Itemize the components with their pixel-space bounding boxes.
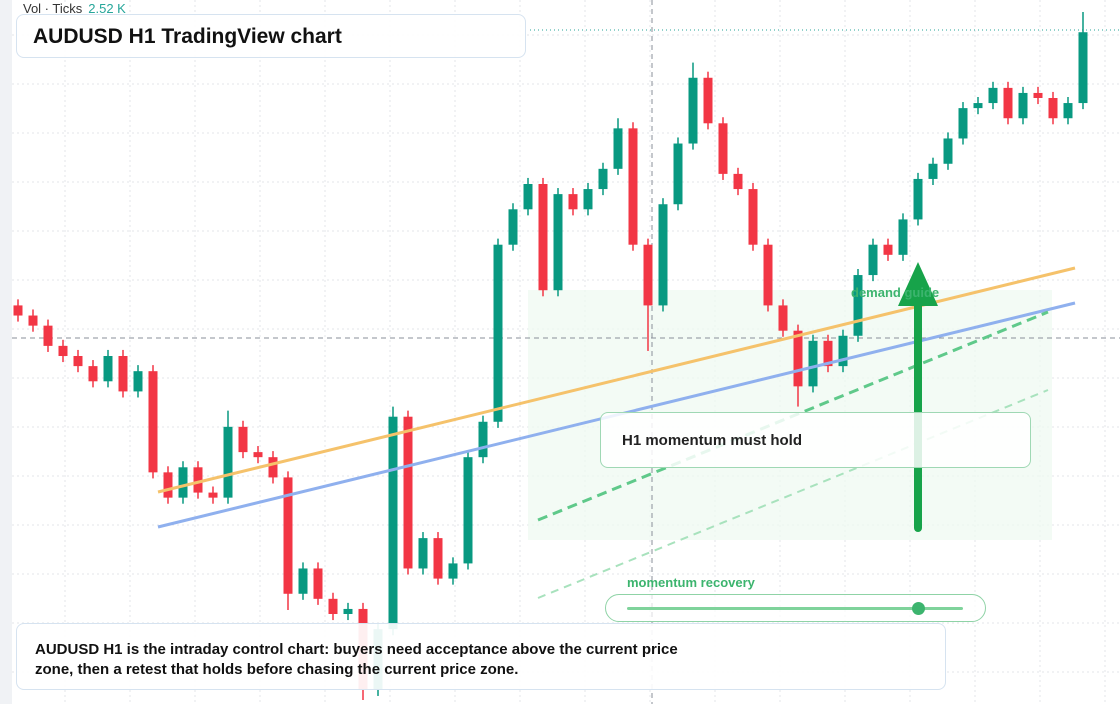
candle-body (448, 563, 458, 579)
candle-body (853, 275, 863, 336)
candle-body (388, 416, 398, 630)
candle-body (58, 345, 68, 356)
candle-body (223, 426, 233, 498)
candle-body (1018, 92, 1028, 119)
candle-body (463, 457, 473, 564)
legend-label: Vol · Ticks (23, 1, 83, 16)
legend: Vol · Ticks 2.52 K (23, 1, 126, 16)
candle-body (1048, 98, 1058, 119)
candle-body (73, 356, 83, 367)
candle-body (688, 77, 698, 144)
legend-value: 2.52 K (88, 1, 126, 16)
candle-body (268, 457, 278, 478)
caption: AUDUSD H1 is the intraday control chart:… (35, 641, 678, 678)
candle-body (118, 356, 128, 392)
slider-track (627, 607, 963, 610)
candle-body (178, 467, 188, 498)
candle-body (718, 123, 728, 174)
candle-body (343, 608, 353, 614)
candle-body (433, 538, 443, 579)
candle-body (583, 189, 593, 210)
slider-knob[interactable] (912, 602, 925, 615)
candle-body (1003, 87, 1013, 119)
candle-body (418, 538, 428, 569)
candle-body (148, 371, 158, 473)
candle-body (238, 426, 248, 453)
caption-box: AUDUSD H1 is the intraday control chart:… (16, 623, 946, 690)
candle-body (523, 184, 533, 210)
candle-body (568, 194, 578, 210)
candle-body (913, 178, 923, 220)
slider[interactable] (605, 594, 986, 622)
candle-body (478, 421, 488, 458)
candle-body (133, 371, 143, 392)
candle-body (598, 168, 608, 190)
candle-body (898, 219, 908, 255)
candle-body (298, 568, 308, 594)
candle-body (1078, 32, 1088, 104)
note: H1 momentum must hold (600, 412, 1031, 468)
candle-body (313, 568, 323, 599)
candle-body (553, 194, 563, 291)
candle-body (613, 128, 623, 169)
candle-body (748, 189, 758, 245)
candle-body (88, 366, 98, 382)
candle-body (328, 598, 338, 614)
candle-body (1033, 92, 1043, 98)
candle-body (628, 128, 638, 245)
candle-body (163, 472, 173, 498)
candle-body (703, 77, 713, 124)
candle-body (868, 244, 878, 276)
candle-body (253, 452, 263, 458)
slider-label: momentum recovery (627, 575, 755, 590)
candle-body (508, 209, 518, 245)
zone-label: demand guide (851, 285, 940, 300)
candle-body (193, 467, 203, 493)
candle-body (658, 204, 668, 306)
trend-line-green-light (537, 389, 1049, 599)
candle-body (973, 103, 983, 109)
candle-body (943, 138, 953, 164)
candle-body (673, 143, 683, 205)
title: AUDUSD H1 TradingView chart (16, 14, 526, 58)
candle-body (208, 492, 218, 498)
candle-body (643, 244, 653, 306)
candle-body (763, 244, 773, 306)
candle-body (883, 244, 893, 255)
candle-body (493, 244, 503, 422)
candle-body (28, 315, 38, 326)
candle-body (823, 340, 833, 367)
candle-body (778, 305, 788, 331)
candle-body (403, 416, 413, 569)
candle-body (958, 108, 968, 139)
candle-body (103, 356, 113, 382)
arrow-head (898, 262, 938, 306)
candle-body (13, 305, 23, 316)
candle-body (283, 477, 293, 594)
candle-body (838, 335, 848, 367)
candle-body (733, 173, 743, 190)
candle-body (43, 325, 53, 346)
candle-body (538, 184, 548, 291)
candle-body (1063, 103, 1073, 119)
left-strip (0, 0, 12, 704)
candle-body (928, 163, 938, 179)
candle-body (988, 87, 998, 104)
candle-body (808, 340, 818, 387)
candle-body (793, 330, 803, 387)
